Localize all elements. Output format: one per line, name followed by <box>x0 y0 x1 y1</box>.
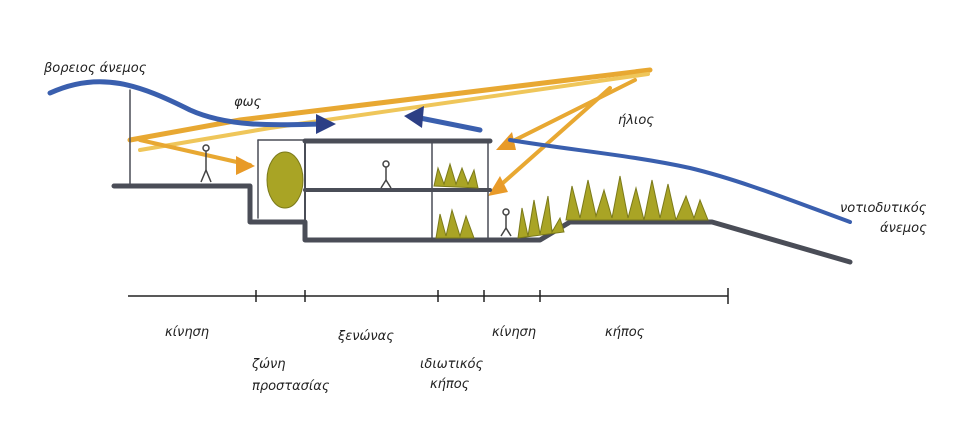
zone-label-private-garden-2: κήπος <box>430 377 470 392</box>
sun-ray-long-mid <box>138 72 650 152</box>
southwest-wind-arrowhead <box>404 106 424 128</box>
zone-label-movement-1: κίνηση <box>165 325 209 340</box>
people <box>200 144 512 237</box>
tree <box>266 151 304 209</box>
zone-label-garden: κήπος <box>605 325 645 340</box>
wind-arrowheads <box>316 106 424 134</box>
grass-garden <box>565 175 709 222</box>
grass-movement <box>517 195 565 239</box>
person-room <box>380 160 392 189</box>
light-label: φως <box>234 95 261 110</box>
sunlight-rays <box>127 67 653 192</box>
sun-ray-to-room <box>503 78 637 147</box>
sun-ray-left <box>138 138 252 167</box>
sun-arrowhead-garden <box>488 176 508 196</box>
sun-arrowheads <box>236 132 516 196</box>
sun-ray-long-top <box>127 67 653 143</box>
zone-label-rooms: ξενώνας <box>337 329 394 344</box>
southwest-wind-arrow <box>417 115 483 133</box>
sun-arrowhead-room <box>496 132 516 150</box>
zone-label-protection-2: προστασίας <box>252 379 330 394</box>
vegetation <box>266 151 709 239</box>
wind-lines <box>47 79 852 224</box>
southwest-wind-path <box>508 138 852 224</box>
southwest-wind-label-2: άνεμος <box>880 221 927 236</box>
person-right <box>500 208 512 237</box>
zone-label-protection-1: ζώνη <box>251 357 285 372</box>
zone-label-private-garden-1: ιδιωτικός <box>420 357 483 372</box>
sun-label: ήλιος <box>618 113 654 128</box>
zone-scale <box>128 288 729 304</box>
planter-lower <box>435 208 475 239</box>
southwest-wind-label-1: νοτιοδυτικός <box>840 201 927 216</box>
zone-label-movement-2: κίνηση <box>492 325 536 340</box>
north-wind-arrowhead <box>316 114 336 134</box>
building-section <box>111 89 853 265</box>
north-wind-label: βορειος άνεμος <box>43 61 147 76</box>
ground-left <box>111 183 853 265</box>
sun-arrowhead-left <box>236 156 255 175</box>
north-wind-path <box>47 79 323 128</box>
sun-ray-to-garden <box>493 86 612 192</box>
planter-upper <box>433 162 479 189</box>
person-left <box>200 144 212 183</box>
